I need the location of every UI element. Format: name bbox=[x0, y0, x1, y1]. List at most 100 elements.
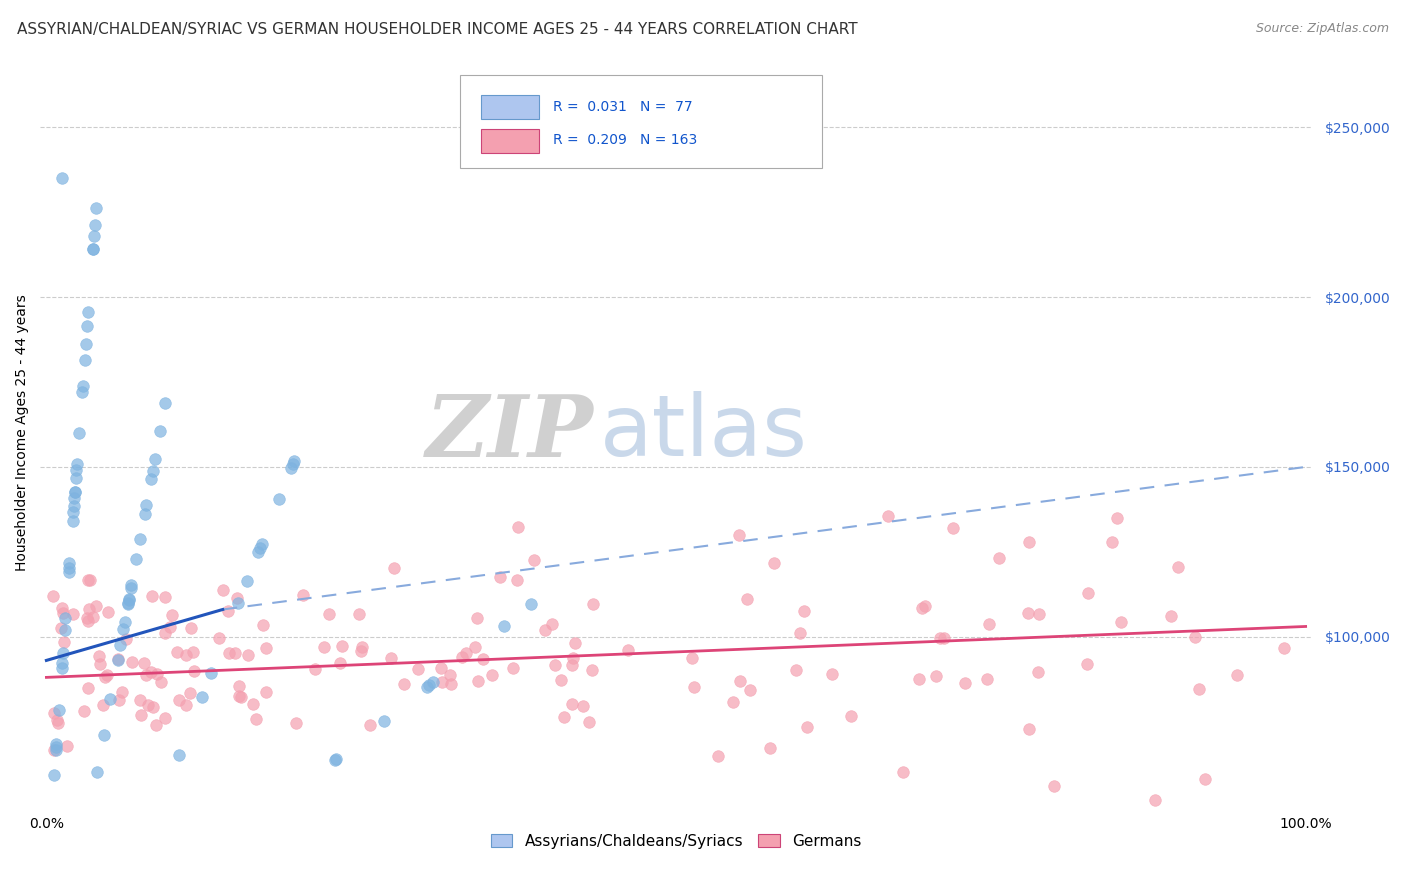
Text: R =  0.209   N = 163: R = 0.209 N = 163 bbox=[553, 133, 697, 147]
Point bbox=[42, 767, 65, 781]
Text: ASSYRIAN/CHALDEAN/SYRIAC VS GERMAN HOUSEHOLDER INCOME AGES 25 - 44 YEARS CORRELA: ASSYRIAN/CHALDEAN/SYRIAC VS GERMAN HOUSE… bbox=[17, 22, 858, 37]
Point bbox=[422, 675, 444, 690]
Point bbox=[430, 675, 453, 690]
Point bbox=[269, 491, 291, 506]
Point bbox=[796, 720, 818, 734]
Point bbox=[159, 620, 181, 634]
Point bbox=[550, 673, 572, 687]
Point bbox=[53, 623, 76, 637]
Point bbox=[928, 631, 950, 645]
Point bbox=[155, 626, 177, 640]
Point bbox=[821, 666, 844, 681]
Point bbox=[1026, 665, 1049, 680]
Point bbox=[352, 640, 374, 654]
Point bbox=[217, 604, 239, 618]
Point bbox=[877, 509, 900, 524]
Point bbox=[129, 692, 152, 706]
Point bbox=[925, 669, 948, 683]
Point bbox=[249, 541, 271, 555]
Point bbox=[976, 672, 998, 686]
Point bbox=[46, 715, 69, 730]
Point bbox=[65, 462, 87, 476]
Point bbox=[63, 485, 86, 500]
Point bbox=[200, 665, 222, 680]
Point bbox=[167, 748, 190, 763]
Point bbox=[66, 457, 89, 471]
Point bbox=[911, 600, 934, 615]
Point bbox=[330, 640, 353, 654]
Point bbox=[146, 666, 169, 681]
Point bbox=[953, 676, 976, 690]
Point bbox=[506, 520, 529, 534]
Legend: Assyrians/Chaldeans/Syriacs, Germans: Assyrians/Chaldeans/Syriacs, Germans bbox=[485, 828, 868, 855]
Point bbox=[285, 716, 308, 731]
Point bbox=[51, 607, 73, 621]
Point bbox=[55, 611, 77, 625]
Point bbox=[502, 660, 524, 674]
Point bbox=[56, 739, 79, 753]
Point bbox=[1226, 668, 1249, 682]
Point bbox=[373, 714, 395, 729]
Point bbox=[145, 717, 167, 731]
Bar bbox=[481, 129, 538, 153]
Point bbox=[350, 644, 373, 658]
Point bbox=[617, 642, 640, 657]
Point bbox=[52, 634, 75, 648]
Point bbox=[58, 565, 80, 579]
Point bbox=[142, 464, 165, 478]
Point bbox=[117, 596, 139, 610]
Point bbox=[82, 610, 104, 624]
Point bbox=[523, 552, 546, 566]
Point bbox=[891, 765, 914, 780]
Point bbox=[451, 649, 474, 664]
Point bbox=[62, 504, 84, 518]
Point bbox=[839, 709, 862, 723]
Point bbox=[228, 689, 250, 703]
Point bbox=[561, 650, 583, 665]
Point bbox=[454, 646, 477, 660]
Point bbox=[1109, 615, 1132, 630]
Point bbox=[72, 379, 94, 393]
Point bbox=[75, 336, 97, 351]
Point bbox=[561, 658, 583, 673]
Point bbox=[41, 589, 63, 603]
Point bbox=[111, 685, 134, 699]
Point bbox=[1272, 641, 1295, 656]
Point bbox=[572, 698, 595, 713]
Point bbox=[84, 599, 107, 614]
Point bbox=[932, 632, 955, 646]
Point bbox=[153, 711, 176, 725]
Point bbox=[76, 611, 98, 625]
Point bbox=[107, 652, 129, 666]
Point bbox=[139, 472, 162, 486]
Point bbox=[236, 574, 259, 589]
Point bbox=[174, 698, 197, 712]
Point bbox=[228, 596, 250, 610]
Point bbox=[125, 552, 148, 566]
Point bbox=[89, 657, 111, 672]
Point bbox=[489, 570, 512, 584]
Point bbox=[160, 608, 183, 623]
Point bbox=[143, 452, 166, 467]
Point bbox=[564, 636, 586, 650]
Point bbox=[134, 507, 156, 521]
Point bbox=[149, 674, 172, 689]
Point bbox=[212, 583, 235, 598]
Point bbox=[318, 607, 340, 621]
Point bbox=[45, 737, 67, 751]
Point bbox=[384, 561, 406, 575]
Point bbox=[534, 623, 557, 637]
Point bbox=[914, 599, 936, 613]
Point bbox=[231, 690, 253, 704]
Point bbox=[380, 650, 402, 665]
Point bbox=[167, 693, 190, 707]
Point bbox=[418, 678, 440, 692]
Point bbox=[63, 491, 86, 505]
Point bbox=[115, 632, 138, 647]
Point bbox=[114, 615, 136, 629]
FancyBboxPatch shape bbox=[460, 75, 823, 168]
Point bbox=[191, 690, 214, 704]
Point bbox=[440, 677, 463, 691]
Point bbox=[492, 618, 515, 632]
Point bbox=[79, 573, 101, 587]
